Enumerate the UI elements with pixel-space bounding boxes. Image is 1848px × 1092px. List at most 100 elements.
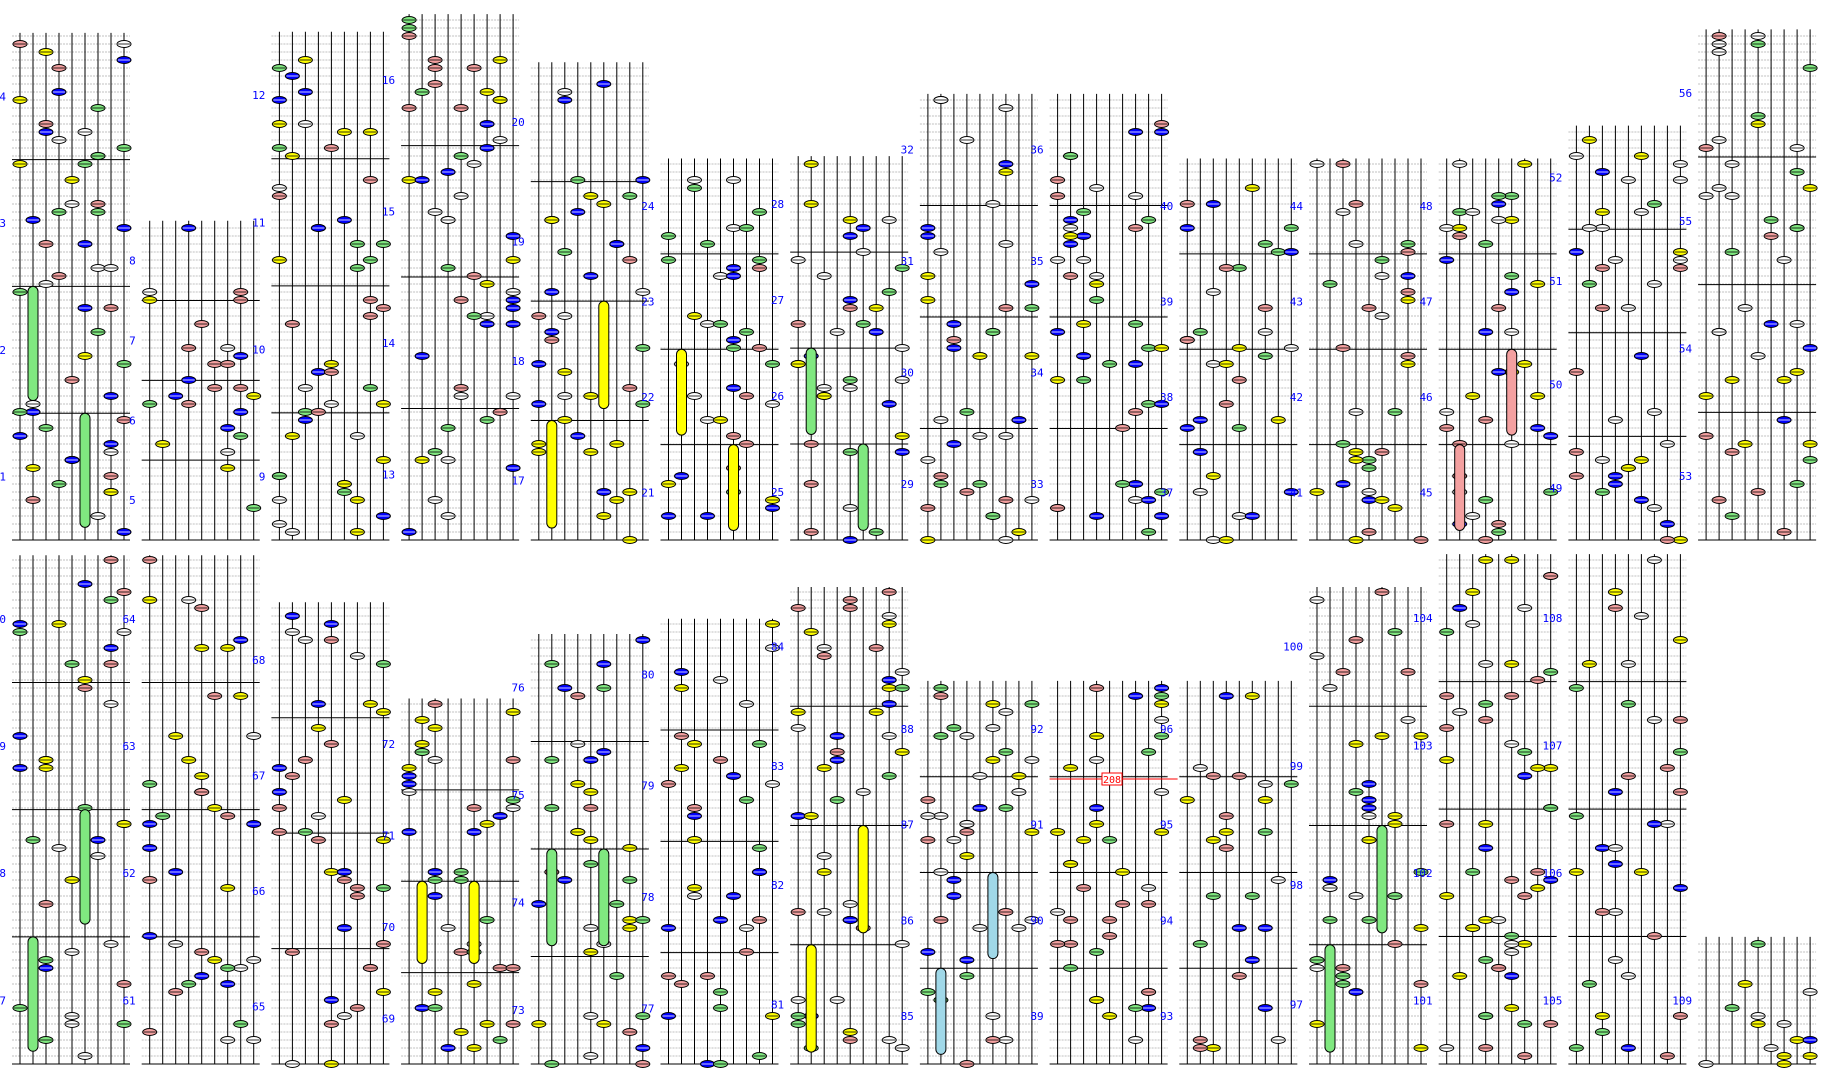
panel-1: 1 2 3 4 xyxy=(0,32,132,541)
panel-9: 9 10 11 12 xyxy=(252,31,391,541)
section-label: 108 xyxy=(1543,612,1563,625)
section-label: 68 xyxy=(252,654,265,667)
panel-109: 109 xyxy=(1672,936,1818,1068)
section-label: 5 xyxy=(129,494,136,507)
section-label: 109 xyxy=(1672,994,1692,1007)
section-label: 106 xyxy=(1543,867,1563,880)
section-label: 79 xyxy=(641,780,654,793)
section-label: 22 xyxy=(641,391,654,404)
section-label: 89 xyxy=(1030,1010,1043,1023)
panel-33: 33 34 35 36 xyxy=(1030,93,1170,541)
panel-41: 41 42 43 44 xyxy=(1290,158,1429,544)
section-label: 2 xyxy=(0,344,6,357)
capsule-green xyxy=(1324,944,1336,1053)
capsule-cyan xyxy=(987,871,999,960)
section-label: 38 xyxy=(1160,391,1173,404)
section-label: 66 xyxy=(252,885,265,898)
section-label: 25 xyxy=(771,486,784,499)
capsule-yellow xyxy=(546,420,558,529)
section-label: 9 xyxy=(259,470,266,483)
section-label: 29 xyxy=(901,478,914,491)
section-label: 56 xyxy=(1679,87,1692,100)
panel-69: 69 70 71 72 xyxy=(382,698,521,1065)
section-label: 36 xyxy=(1030,144,1043,157)
capsule-green xyxy=(27,936,39,1052)
section-label: 73 xyxy=(512,1004,525,1017)
panel-85: 85 86 87 88 xyxy=(901,680,1040,1068)
section-label: 107 xyxy=(1543,739,1563,752)
section-label: 91 xyxy=(1030,819,1043,832)
section-label: 88 xyxy=(901,723,914,736)
panel-93: 93 94 95 96 xyxy=(1160,680,1299,1065)
panel-65: 65 66 67 68 xyxy=(252,602,391,1068)
panel-37: 37 38 39 40 xyxy=(1160,158,1299,544)
section-label: 20 xyxy=(512,116,525,129)
section-label: 13 xyxy=(382,468,395,481)
panel-73: 73 74 75 76 xyxy=(512,633,651,1068)
capsule-yellow xyxy=(728,444,739,531)
section-label: 65 xyxy=(252,1000,265,1013)
section-label: 69 xyxy=(382,1012,395,1025)
panel-49: 49 50 51 52 xyxy=(1549,125,1688,544)
section-label: 11 xyxy=(252,216,265,229)
section-label: 81 xyxy=(771,998,784,1011)
panel-29: 29 30 31 32 xyxy=(901,93,1040,544)
section-label: 12 xyxy=(252,89,265,102)
section-label: 87 xyxy=(901,819,914,832)
panel-101: 101 102 103 104 xyxy=(1413,554,1559,1065)
section-label: 72 xyxy=(382,738,395,751)
section-label: 103 xyxy=(1413,739,1433,752)
section-label: 93 xyxy=(1160,1010,1173,1023)
section-label: 1 xyxy=(0,471,6,484)
section-label: 50 xyxy=(1549,379,1562,392)
section-label: 100 xyxy=(1283,641,1303,654)
section-label: 45 xyxy=(1419,486,1432,499)
section-label: 99 xyxy=(1290,760,1303,773)
section-label: 61 xyxy=(122,994,135,1007)
section-label: 62 xyxy=(122,867,135,880)
panel-21: 21 22 23 24 xyxy=(641,158,780,541)
section-label: 75 xyxy=(512,789,525,802)
section-label: 46 xyxy=(1419,391,1432,404)
section-label: 47 xyxy=(1419,296,1432,309)
capsule-cyan xyxy=(935,967,947,1055)
section-label: 101 xyxy=(1413,994,1433,1007)
section-label: 8 xyxy=(129,255,136,268)
section-label: 39 xyxy=(1160,296,1173,309)
section-label: 48 xyxy=(1419,200,1432,213)
section-label: 102 xyxy=(1413,867,1433,880)
section-label: 14 xyxy=(382,337,396,350)
panel-105: 105 106 107 108 xyxy=(1543,554,1688,1065)
section-label: 80 xyxy=(641,668,654,681)
section-label: 96 xyxy=(1160,723,1173,736)
section-label: 85 xyxy=(901,1010,914,1023)
section-label: 15 xyxy=(382,205,395,218)
section-label: 37 xyxy=(1160,486,1173,499)
capsule-green xyxy=(27,285,39,402)
section-label: 44 xyxy=(1290,200,1304,213)
section-label: 83 xyxy=(771,760,784,773)
section-label: 40 xyxy=(1160,200,1173,213)
capsule-green xyxy=(805,347,817,435)
section-label: 53 xyxy=(1679,470,1692,483)
panel-61: 61 62 63 64 xyxy=(122,555,262,1065)
section-label: 32 xyxy=(901,144,914,157)
capsule-pink xyxy=(1506,348,1518,436)
capsule-green xyxy=(1376,825,1388,934)
section-label: 97 xyxy=(1290,998,1303,1011)
section-label: 24 xyxy=(641,200,655,213)
section-label: 63 xyxy=(122,740,135,753)
section-label: 74 xyxy=(512,897,526,910)
section-label: 3 xyxy=(0,217,6,230)
panel-81: 81 82 83 84 xyxy=(771,587,910,1065)
capsule-green xyxy=(857,443,869,531)
section-label: 60 xyxy=(0,613,6,626)
panel-89: 89 90 91 92 208 xyxy=(1030,680,1178,1065)
panel-17: 17 18 19 20 xyxy=(512,62,651,544)
capsule-pink xyxy=(1454,444,1466,531)
section-label: 82 xyxy=(771,879,784,892)
section-label: 95 xyxy=(1160,819,1173,832)
section-label: 57 xyxy=(0,994,6,1007)
capsule-yellow xyxy=(468,880,480,964)
section-label: 51 xyxy=(1549,275,1562,288)
